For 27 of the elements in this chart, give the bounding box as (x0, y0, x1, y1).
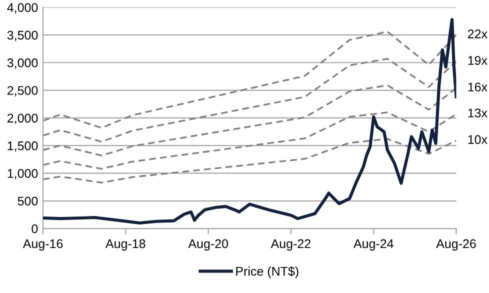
line-series (43, 18, 456, 225)
y-tick-label: 3,500 (7, 30, 38, 42)
x-tick-label: Aug-26 (436, 239, 476, 251)
line-series (43, 58, 456, 143)
line-series (43, 138, 456, 184)
legend-label: Price (NT$) (236, 266, 298, 278)
series-label: 16x (468, 82, 488, 92)
series-label: 13x (468, 108, 488, 118)
x-tick-label: Aug-24 (354, 239, 394, 251)
series-label: 10x (468, 135, 488, 144)
line-series (43, 84, 456, 156)
x-tick-label: Aug-22 (270, 239, 310, 251)
y-tick-label: 2,500 (8, 86, 38, 96)
x-tick-label: Aug-18 (106, 239, 146, 251)
series-label: 22x (468, 29, 488, 38)
y-tick-label: 500 (18, 196, 38, 206)
y-tick-label: 4,000 (7, 3, 38, 14)
y-tick-label: 0 (32, 224, 38, 234)
line-series (43, 112, 456, 170)
y-tick-label: 3,000 (7, 58, 38, 69)
y-tick-label: 1,000 (8, 169, 38, 180)
x-tick-label: Aug-20 (188, 239, 228, 251)
y-tick-label: 1,500 (8, 141, 38, 152)
x-tick-label: Aug-16 (22, 239, 63, 251)
line-series (43, 30, 456, 129)
y-tick-label: 2,000 (8, 114, 38, 124)
series-label: 19x (468, 56, 488, 65)
